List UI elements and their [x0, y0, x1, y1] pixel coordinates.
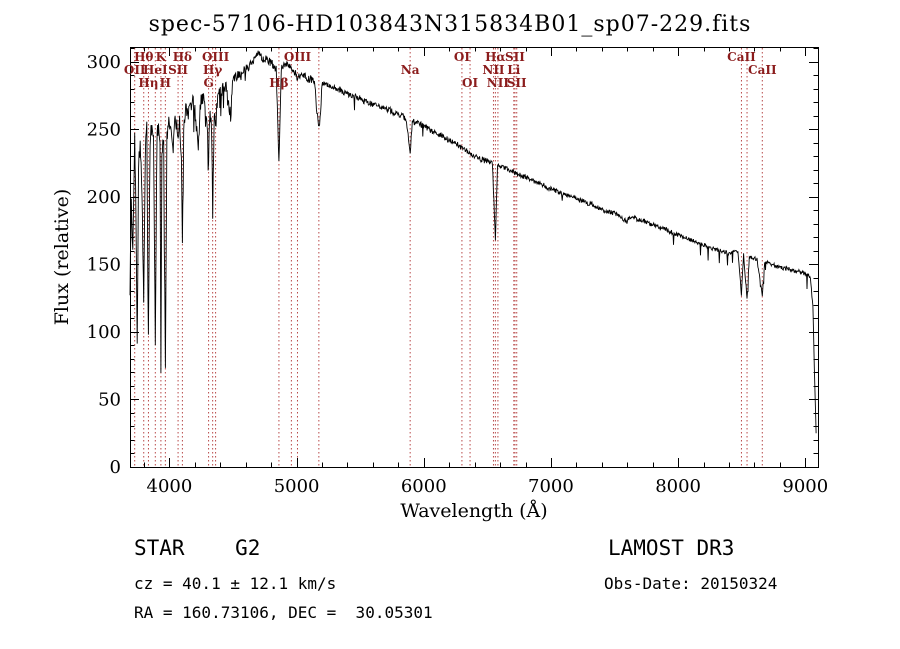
object-class-label: STAR G2 — [134, 536, 261, 560]
y-tick-label: 300 — [87, 52, 121, 73]
spectral-line-label: Hβ — [269, 76, 288, 90]
spectral-line-label: OII — [124, 63, 146, 77]
x-tick-label: 4000 — [147, 476, 193, 497]
spectral-line-label: OIII — [284, 50, 312, 64]
spectral-line-label: OI — [454, 50, 470, 64]
spectral-line-label: SII — [168, 63, 188, 77]
x-axis-label: Wavelength (Å) — [400, 500, 548, 522]
plot-title: spec-57106-HD103843N315834B01_sp07-229.f… — [148, 12, 752, 37]
x-tick-label: 8000 — [655, 476, 701, 497]
spectral-line-label: HeI — [143, 63, 168, 77]
y-tick-label: 100 — [87, 322, 121, 343]
plot-frame — [130, 47, 819, 468]
spectral-line-label: Hα — [485, 50, 506, 64]
x-tick-label: 5000 — [274, 476, 320, 497]
y-tick-label: 50 — [98, 389, 121, 410]
spectral-line-label: H — [160, 76, 171, 90]
y-tick-label: 0 — [110, 457, 121, 478]
observation-date: Obs-Date: 20150324 — [604, 574, 778, 593]
spectrum-trace — [129, 50, 817, 434]
y-tick-label: 200 — [87, 187, 121, 208]
cz-velocity-value: cz = 40.1 ± 12.1 km/s — [134, 574, 337, 593]
spectral-line-label: OIII — [202, 50, 230, 64]
y-tick-label: 250 — [87, 119, 121, 140]
x-tick-label: 7000 — [528, 476, 574, 497]
spectral-line-label: NII — [482, 63, 505, 77]
axis-ticks — [130, 47, 818, 467]
spectral-line-label: SII — [505, 50, 525, 64]
ra-dec-coordinates: RA = 160.73106, DEC = 30.05301 — [134, 603, 433, 622]
spectral-line-label: K — [156, 50, 167, 64]
x-tick-label: 9000 — [782, 476, 828, 497]
spectral-line-label: Hη — [138, 76, 158, 90]
y-axis-label: Flux (relative) — [51, 188, 73, 326]
spectral-line-label: Hθ — [134, 50, 153, 64]
survey-release-label: LAMOST DR3 — [608, 536, 735, 560]
spectral-line-label: CaII — [727, 50, 756, 64]
spectral-line-label: NII — [487, 76, 510, 90]
y-tick-label: 150 — [87, 254, 121, 275]
spectral-line-label: Li — [507, 63, 520, 77]
spectral-line-label: Na — [401, 63, 420, 77]
spectral-line-label: SII — [507, 76, 527, 90]
spectral-line-label: OI — [462, 76, 478, 90]
x-tick-label: 6000 — [401, 476, 447, 497]
spectral-line-label: G — [203, 76, 213, 90]
spectral-line-label: CaII — [748, 63, 777, 77]
spectral-line-label: Hδ — [173, 50, 192, 64]
spectral-line-label: Hγ — [203, 63, 222, 77]
